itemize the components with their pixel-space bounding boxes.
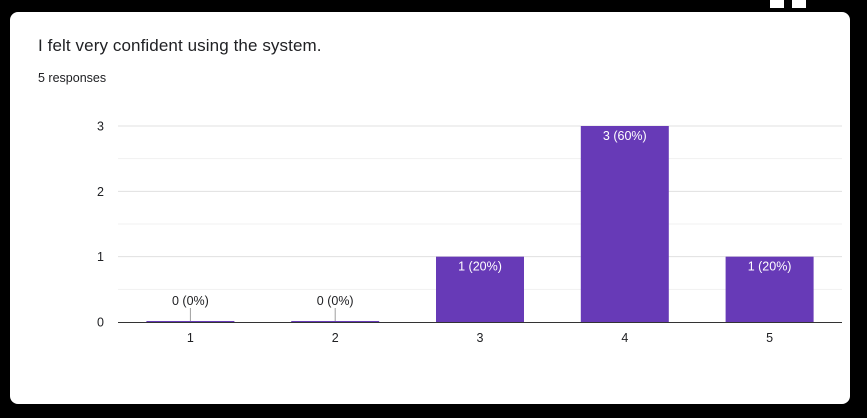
data-label: 1 (20%) [748,260,792,274]
bars [146,126,814,322]
y-tick-label: 2 [97,185,104,199]
data-label: 1 (20%) [458,260,502,274]
data-label: 0 (0%) [172,294,209,308]
x-tick-label: 1 [187,331,194,345]
bar [580,126,669,322]
x-tick-label: 3 [477,331,484,345]
y-tick-label: 1 [97,250,104,264]
corner-tab-right [792,0,806,8]
axes: 0 1 2 3 1 2 3 4 5 [97,120,842,345]
bar [725,256,814,322]
x-tick-label: 4 [621,331,628,345]
y-tick-label: 3 [97,120,104,134]
data-labels: 0 (0%) 0 (0%) 1 (20%) 3 (60%) 1 (20%) [172,129,792,308]
y-tick-label: 0 [97,316,104,330]
x-tick-label: 5 [766,331,773,345]
x-tick-label: 2 [332,331,339,345]
response-count: 5 responses [38,71,107,85]
corner-tab-left [770,0,784,8]
question-title: I felt very confident using the system. [38,36,322,55]
data-label: 0 (0%) [317,294,354,308]
question-card: I felt very confident using the system. … [10,12,850,404]
data-label: 3 (60%) [603,129,647,143]
bar [436,256,524,322]
